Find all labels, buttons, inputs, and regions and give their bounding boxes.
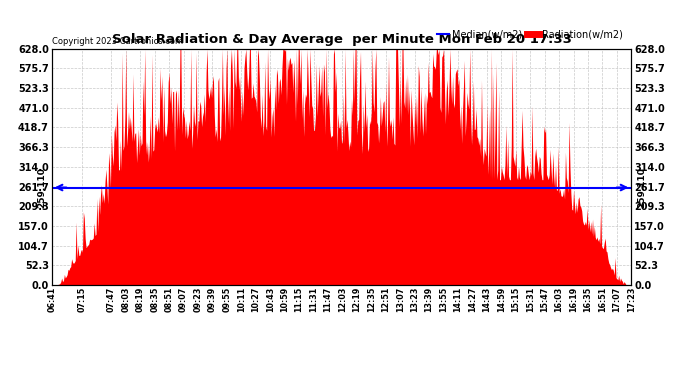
Legend: Median(w/m2), Radiation(w/m2): Median(w/m2), Radiation(w/m2) [433,25,627,43]
Text: 259.110: 259.110 [637,167,646,208]
Text: 259.110: 259.110 [37,167,46,208]
Text: Copyright 2023 Cartronics.com: Copyright 2023 Cartronics.com [52,38,183,46]
Title: Solar Radiation & Day Average  per Minute Mon Feb 20 17:33: Solar Radiation & Day Average per Minute… [112,33,571,46]
